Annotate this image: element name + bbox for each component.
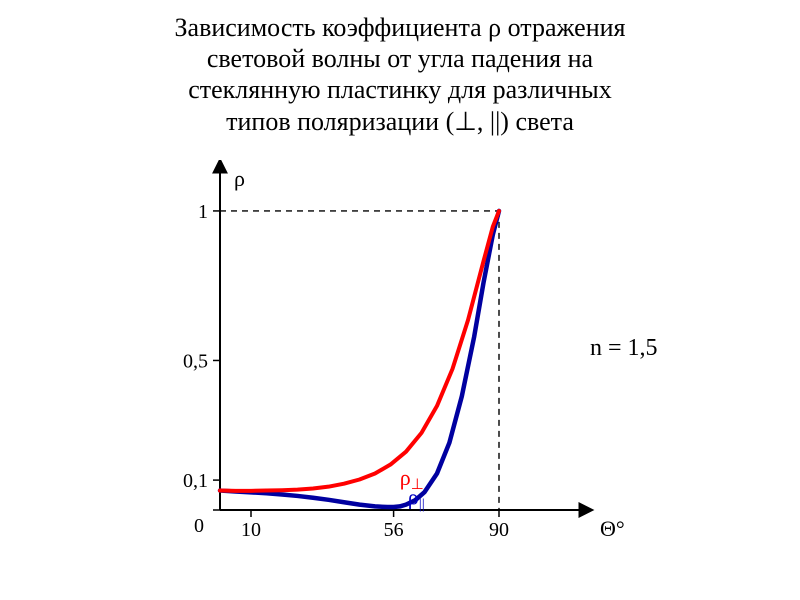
chart-svg: 10569000,10,51ρΘ°ρ⊥ρ|| — [130, 160, 670, 560]
y-tick-label: 0 — [194, 515, 204, 537]
x-axis-label: Θ° — [600, 516, 625, 541]
refractive-index-label: n = 1,5 — [590, 335, 658, 362]
slide-title: Зависимость коэффициента ρ отражения све… — [0, 12, 800, 137]
x-tick-label: 10 — [241, 519, 261, 541]
y-axis-label: ρ — [234, 166, 245, 191]
x-tick-label: 90 — [489, 519, 509, 541]
curve-perp — [220, 211, 499, 491]
y-tick-label: 0,5 — [183, 350, 208, 372]
x-tick-label: 56 — [384, 519, 404, 541]
reflection-chart: 10569000,10,51ρΘ°ρ⊥ρ|| — [130, 160, 670, 560]
title-line-3: стеклянную пластинку для различных — [188, 75, 612, 104]
title-line-4: типов поляризации (⊥, ||) света — [226, 107, 574, 136]
title-line-1: Зависимость коэффициента ρ отражения — [175, 13, 626, 42]
y-tick-label: 1 — [198, 201, 208, 223]
y-tick-label: 0,1 — [183, 470, 208, 492]
title-line-2: световой волны от угла падения на — [207, 44, 593, 73]
